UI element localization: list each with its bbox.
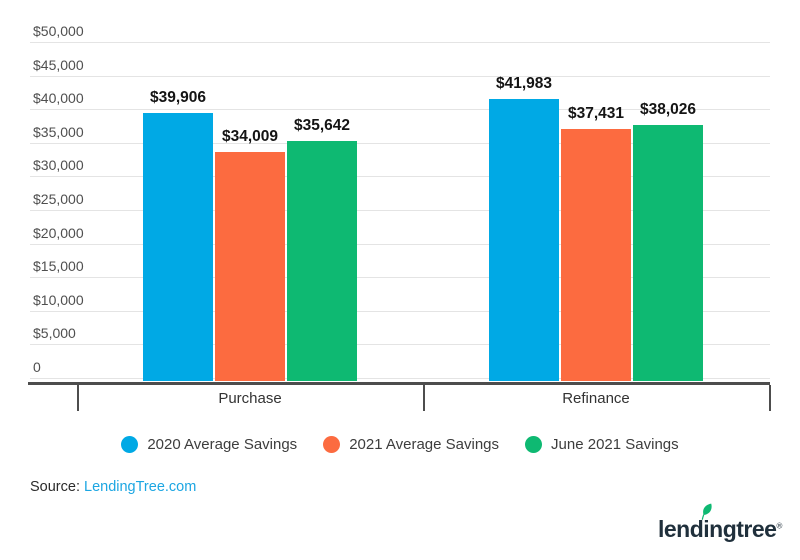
y-axis-tick-label: $40,000 (33, 90, 84, 107)
bar-value-label: $34,009 (221, 128, 279, 145)
logo-text-lend: lend (658, 516, 704, 542)
x-axis-tick (423, 385, 425, 411)
bar-purchase-series-1 (215, 152, 285, 381)
logo-text-ngtree: ngtree (709, 516, 777, 542)
legend-item-series-2: June 2021 Savings (525, 436, 679, 453)
bar-value-label: $41,983 (495, 75, 553, 92)
gridline-5000 (30, 344, 770, 346)
x-axis-tick (77, 385, 79, 411)
bar-value-label: $39,906 (149, 89, 207, 106)
source-prefix: Source: (30, 479, 84, 495)
bar-refinance-series-2 (633, 125, 703, 381)
gridline-50000 (30, 42, 770, 43)
bar-purchase-series-0 (143, 113, 213, 381)
x-axis-tick (769, 385, 771, 411)
y-axis-tick-label: $15,000 (33, 258, 84, 275)
x-axis-line (28, 382, 770, 385)
legend-swatch-icon (323, 436, 341, 453)
legend-label: 2020 Average Savings (147, 436, 298, 453)
bar-value-label: $38,026 (639, 101, 697, 118)
gridline-35000 (30, 142, 770, 144)
gridline-25000 (30, 210, 770, 211)
x-axis-category-label: Refinance (562, 390, 630, 407)
y-axis-tick-label: 0 (33, 359, 41, 375)
source-link[interactable]: LendingTree.com (84, 479, 197, 495)
y-axis-tick-label: $5,000 (33, 325, 76, 342)
legend-swatch-icon (525, 436, 543, 453)
y-axis-tick-label: $10,000 (33, 291, 84, 308)
logo-trademark: ® (776, 521, 782, 531)
y-axis-tick-label: $45,000 (33, 56, 84, 73)
leaf-icon (702, 503, 712, 520)
bar-value-label: $35,642 (293, 117, 351, 134)
gridline-30000 (30, 176, 770, 178)
logo-text-i: i (702, 503, 712, 543)
x-axis-category-label: Purchase (218, 390, 282, 407)
gridline-40000 (30, 109, 770, 111)
bar-value-label: $37,431 (567, 105, 625, 122)
bar-purchase-series-2 (287, 141, 357, 381)
gridline-10000 (30, 310, 770, 312)
y-axis-tick-label: $30,000 (33, 157, 84, 174)
legend-item-series-1: 2021 Average Savings (323, 436, 499, 453)
y-axis-tick-label: $35,000 (33, 123, 84, 140)
gridline-45000 (30, 75, 770, 77)
legend-label: 2021 Average Savings (349, 436, 500, 453)
source-line: Source: LendingTree.com (30, 479, 196, 495)
gridline-0 (30, 378, 770, 379)
gridline-20000 (30, 243, 770, 245)
bar-refinance-series-0 (489, 99, 559, 381)
bar-refinance-series-1 (561, 129, 631, 381)
gridline-15000 (30, 277, 770, 279)
y-axis-tick-label: $20,000 (33, 224, 84, 241)
legend-swatch-icon (121, 436, 139, 453)
y-axis-tick-label: $25,000 (33, 191, 84, 207)
lendingtree-logo: lend ingtree® (658, 503, 782, 543)
y-axis-tick-label: $50,000 (33, 23, 84, 39)
legend-item-series-0: 2020 Average Savings (121, 436, 297, 453)
legend-label: June 2021 Savings (551, 436, 679, 453)
chart-legend: 2020 Average Savings 2021 Average Savings… (0, 436, 800, 453)
